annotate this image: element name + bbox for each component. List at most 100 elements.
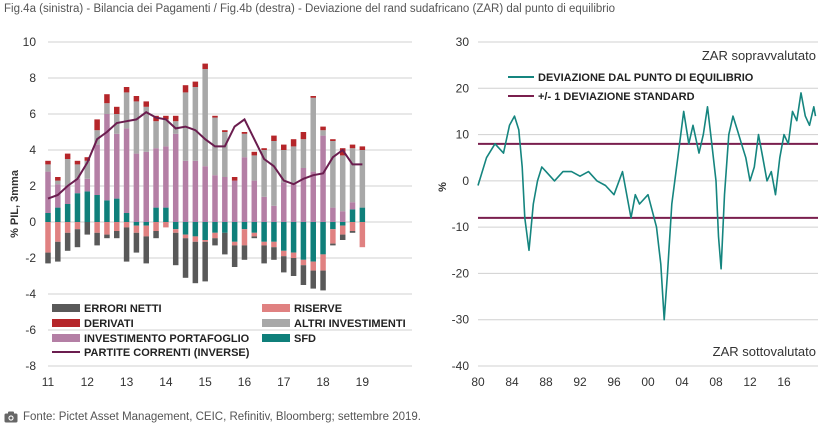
bar-altri_investimenti (163, 119, 169, 147)
ytick-label-left: 6 (29, 107, 36, 121)
xtick-label-right: 96 (607, 375, 621, 389)
bar-altri_investimenti (143, 106, 149, 152)
ytick-label-left: 10 (23, 35, 37, 49)
bar-errori_netti (123, 227, 130, 262)
bar-riserve (104, 222, 110, 235)
bar-altri_investimenti (222, 132, 228, 177)
ytick-label-right: -20 (452, 266, 470, 280)
bar-investimento_portafoglio (114, 133, 120, 199)
bar-derivati (320, 126, 326, 131)
bar-derivati (330, 139, 336, 141)
annotation-sottovalutato: ZAR sottovalutato (713, 344, 816, 359)
bar-errori_netti (55, 241, 61, 262)
bar-altri_investimenti (349, 148, 356, 203)
bar-investimento_portafoglio (271, 205, 277, 222)
bar-errori_netti (271, 247, 277, 260)
bar-riserve (192, 236, 199, 242)
bar-sfd (320, 222, 326, 255)
bar-derivati (123, 87, 130, 93)
bar-investimento_portafoglio (45, 171, 51, 213)
bar-altri_investimenti (330, 141, 336, 208)
bar-derivati (192, 81, 199, 87)
bar-altri_investimenti (251, 155, 258, 181)
ytick-label-left: 4 (29, 143, 36, 157)
bar-riserve (359, 222, 366, 248)
bar-altri_investimenti (261, 150, 267, 197)
bar-derivati (231, 177, 238, 181)
bar-riserve (330, 229, 336, 244)
xtick-label-right: 16 (777, 375, 791, 389)
bar-sfd (94, 195, 100, 222)
bar-errori_netti (310, 270, 316, 289)
bar-riserve (271, 241, 277, 248)
bar-sfd (84, 191, 91, 222)
bar-derivati (212, 115, 218, 118)
bar-riserve (64, 222, 71, 233)
bar-altri_investimenti (74, 164, 81, 179)
ytick-label-left: 0 (29, 215, 36, 229)
source-text: Fonte: Pictet Asset Management, CEIC, Re… (23, 411, 422, 423)
bar-derivati (64, 153, 71, 159)
bar-derivati (339, 148, 346, 156)
bar-derivati (45, 160, 51, 165)
bar-sfd (241, 222, 248, 230)
bar-errori_netti (222, 232, 228, 255)
bar-altri_investimenti (290, 146, 297, 185)
line-zar-deviation (477, 92, 817, 321)
bar-riserve (290, 252, 297, 258)
bar-sfd (143, 222, 149, 226)
bar-investimento_portafoglio (202, 166, 208, 222)
bar-investimento_portafoglio (182, 160, 189, 222)
bar-sfd (231, 222, 238, 242)
bar-derivati (114, 106, 120, 114)
bar-errori_netti (74, 229, 81, 248)
bar-errori_netti (339, 234, 346, 240)
bar-riserve (320, 254, 326, 271)
bar-investimento_portafoglio (241, 157, 248, 222)
bar-sfd (123, 213, 130, 222)
bar-errori_netti (300, 265, 307, 285)
bar-derivati (143, 101, 149, 107)
bar-investimento_portafoglio (133, 153, 140, 222)
ytick-label-left: -6 (25, 323, 36, 337)
bar-derivati (271, 135, 277, 141)
bar-riserve (251, 232, 258, 237)
bar-sfd (212, 222, 218, 233)
bar-sfd (261, 222, 267, 242)
xtick-label-right: 84 (505, 375, 519, 389)
bar-sfd (64, 204, 71, 222)
bar-sfd (359, 207, 366, 222)
ytick-label-right: -40 (452, 359, 470, 373)
bar-derivati (104, 94, 110, 104)
bar-errori_netti (251, 236, 258, 239)
bar-sfd (281, 222, 287, 251)
legend-label-derivati: DERIVATI (84, 318, 134, 330)
bar-investimento_portafoglio (231, 180, 238, 222)
bar-investimento_portafoglio (349, 202, 356, 210)
bar-sfd (251, 222, 258, 233)
ytick-label-left: -2 (25, 251, 36, 265)
bar-sfd (163, 207, 169, 222)
bar-errori_netti (133, 232, 140, 253)
bar-altri_investimenti (271, 141, 277, 206)
bar-investimento_portafoglio (172, 133, 179, 222)
bar-riserve (300, 259, 307, 266)
bar-sfd (310, 222, 316, 262)
legend-swatch-errori_netti (52, 304, 80, 312)
ytick-label-left: -8 (25, 359, 36, 373)
bar-riserve (339, 225, 346, 235)
line-partite-correnti (47, 111, 363, 200)
bar-investimento_portafoglio (251, 180, 258, 222)
bar-investimento_portafoglio (153, 148, 159, 208)
bar-investimento_portafoglio (261, 196, 267, 222)
bar-errori_netti (182, 238, 189, 278)
legend-label-altri_investimenti: ALTRI INVESTIMENTI (294, 318, 406, 330)
bar-derivati (172, 115, 179, 122)
bar-errori_netti (84, 222, 91, 235)
bar-sfd (202, 222, 208, 240)
bar-errori_netti (143, 236, 149, 264)
bar-sfd (133, 222, 140, 226)
ytick-label-right: 10 (456, 128, 470, 142)
legend-label-riserve: RISERVE (294, 303, 342, 315)
bar-riserve (182, 234, 189, 239)
